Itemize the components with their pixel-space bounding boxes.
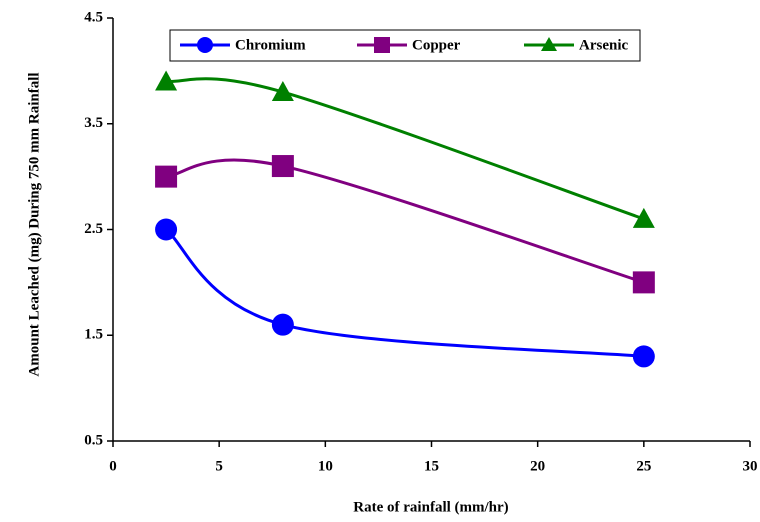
y-tick-label: 1.5 (84, 327, 103, 343)
x-tick-label: 10 (318, 458, 333, 474)
marker (197, 37, 213, 53)
x-tick-label: 25 (636, 458, 651, 474)
series-line (165, 228, 644, 358)
marker (271, 313, 294, 336)
marker (155, 165, 178, 188)
marker (374, 37, 390, 53)
y-tick-label: 2.5 (84, 221, 103, 237)
x-tick-label: 30 (743, 458, 758, 474)
marker (632, 271, 655, 294)
x-tick-label: 15 (424, 458, 439, 474)
x-axis-label: Rate of rainfall (mm/hr) (353, 499, 508, 515)
series-line (165, 77, 645, 221)
marker (155, 218, 178, 241)
legend-label: Chromium (235, 37, 306, 53)
y-axis-label: Amount Leached (mg) During 750 mm Rainfa… (26, 72, 43, 377)
x-tick-label: 5 (215, 458, 223, 474)
x-tick-label: 20 (530, 458, 545, 474)
legend-label: Arsenic (579, 37, 628, 53)
y-tick-label: 0.5 (84, 432, 103, 448)
y-tick-label: 4.5 (84, 9, 103, 25)
series-line (165, 158, 645, 284)
x-tick-label: 0 (109, 458, 117, 474)
marker (632, 207, 655, 228)
marker (155, 70, 178, 91)
legend-label: Copper (412, 37, 461, 53)
y-tick-label: 3.5 (84, 115, 103, 131)
marker (271, 81, 294, 102)
marker (271, 155, 294, 178)
marker (632, 345, 655, 368)
marker (541, 37, 557, 51)
